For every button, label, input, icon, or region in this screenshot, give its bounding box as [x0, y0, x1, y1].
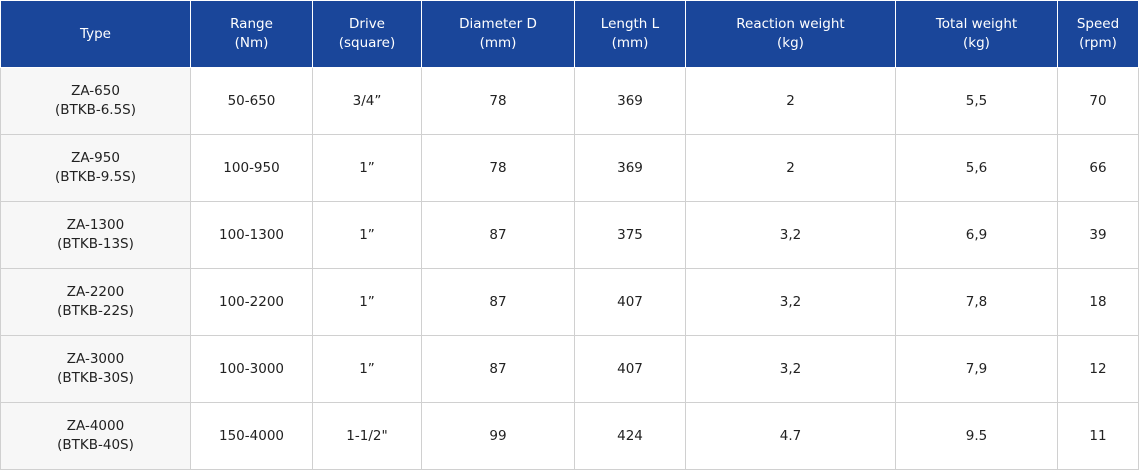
header-unit: (square) [338, 35, 396, 51]
header-drive: Drive (square) [312, 0, 422, 68]
table-header: Type Range (Nm) Drive (square) Diameter … [0, 0, 1139, 68]
header-speed: Speed (rpm) [1057, 0, 1139, 68]
table-row: ZA-4000 (BTKB-40S) 150-4000 1-1/2" 99 42… [0, 402, 1139, 470]
drive-cell: 1” [312, 201, 422, 269]
table-row: ZA-650 (BTKB-6.5S) 50-650 3/4” 78 369 2 … [0, 67, 1139, 135]
table-row: ZA-2200 (BTKB-22S) 100-2200 1” 87 407 3,… [0, 268, 1139, 336]
header-row: Type Range (Nm) Drive (square) Diameter … [0, 0, 1139, 68]
diameter-cell: 87 [421, 335, 575, 403]
reaction-weight-cell: 3,2 [685, 268, 896, 336]
table-row: ZA-3000 (BTKB-30S) 100-3000 1” 87 407 3,… [0, 335, 1139, 403]
type-cell: ZA-650 (BTKB-6.5S) [0, 67, 191, 135]
table-row: ZA-950 (BTKB-9.5S) 100-950 1” 78 369 2 5… [0, 134, 1139, 202]
type-cell: ZA-1300 (BTKB-13S) [0, 201, 191, 269]
header-unit: (mm) [611, 35, 649, 51]
range-cell: 100-3000 [190, 335, 313, 403]
length-cell: 424 [574, 402, 686, 470]
range-cell: 100-950 [190, 134, 313, 202]
speed-cell: 39 [1057, 201, 1139, 269]
reaction-weight-cell: 3,2 [685, 335, 896, 403]
header-label: Total weight [935, 16, 1018, 32]
header-unit: (Nm) [234, 35, 269, 51]
drive-cell: 1” [312, 268, 422, 336]
reaction-weight-cell: 2 [685, 134, 896, 202]
table-body: ZA-650 (BTKB-6.5S) 50-650 3/4” 78 369 2 … [0, 67, 1139, 470]
header-length: Length L (mm) [574, 0, 686, 68]
speed-cell: 70 [1057, 67, 1139, 135]
header-unit: (kg) [777, 35, 804, 51]
speed-cell: 11 [1057, 402, 1139, 470]
header-label: Drive [349, 16, 385, 32]
speed-cell: 18 [1057, 268, 1139, 336]
drive-cell: 1” [312, 134, 422, 202]
header-unit: (kg) [963, 35, 990, 51]
header-total-weight: Total weight (kg) [895, 0, 1058, 68]
total-weight-cell: 5,5 [895, 67, 1058, 135]
type-name: ZA-650 [71, 83, 120, 99]
diameter-cell: 78 [421, 134, 575, 202]
diameter-cell: 78 [421, 67, 575, 135]
header-range: Range (Nm) [190, 0, 313, 68]
type-cell: ZA-2200 (BTKB-22S) [0, 268, 191, 336]
drive-cell: 1” [312, 335, 422, 403]
length-cell: 369 [574, 134, 686, 202]
header-unit: (rpm) [1079, 35, 1117, 51]
header-label: Type [79, 25, 111, 42]
diameter-cell: 87 [421, 268, 575, 336]
length-cell: 407 [574, 268, 686, 336]
type-name: ZA-2200 [66, 284, 125, 300]
length-cell: 375 [574, 201, 686, 269]
model-code: (BTKB-6.5S) [54, 102, 137, 118]
drive-cell: 3/4” [312, 67, 422, 135]
header-diameter: Diameter D (mm) [421, 0, 575, 68]
header-label: Range [230, 16, 273, 32]
range-cell: 50-650 [190, 67, 313, 135]
model-code: (BTKB-9.5S) [54, 169, 137, 185]
total-weight-cell: 6,9 [895, 201, 1058, 269]
type-name: ZA-950 [71, 150, 120, 166]
header-type: Type [0, 0, 191, 68]
table-row: ZA-1300 (BTKB-13S) 100-1300 1” 87 375 3,… [0, 201, 1139, 269]
type-cell: ZA-3000 (BTKB-30S) [0, 335, 191, 403]
model-code: (BTKB-40S) [57, 437, 134, 453]
total-weight-cell: 9.5 [895, 402, 1058, 470]
header-label: Diameter D [459, 16, 537, 32]
length-cell: 407 [574, 335, 686, 403]
total-weight-cell: 5,6 [895, 134, 1058, 202]
model-code: (BTKB-13S) [57, 236, 134, 252]
type-name: ZA-4000 [66, 418, 125, 434]
total-weight-cell: 7,8 [895, 268, 1058, 336]
range-cell: 100-1300 [190, 201, 313, 269]
type-name: ZA-1300 [66, 217, 125, 233]
header-label: Length L [600, 16, 660, 32]
diameter-cell: 87 [421, 201, 575, 269]
model-code: (BTKB-22S) [57, 303, 134, 319]
speed-cell: 12 [1057, 335, 1139, 403]
header-reaction-weight: Reaction weight (kg) [685, 0, 896, 68]
reaction-weight-cell: 3,2 [685, 201, 896, 269]
header-label: Speed [1076, 16, 1120, 32]
header-label: Reaction weight [736, 16, 845, 32]
diameter-cell: 99 [421, 402, 575, 470]
drive-cell: 1-1/2" [312, 402, 422, 470]
header-unit: (mm) [479, 35, 517, 51]
reaction-weight-cell: 2 [685, 67, 896, 135]
range-cell: 150-4000 [190, 402, 313, 470]
type-cell: ZA-950 (BTKB-9.5S) [0, 134, 191, 202]
speed-cell: 66 [1057, 134, 1139, 202]
type-name: ZA-3000 [66, 351, 125, 367]
reaction-weight-cell: 4.7 [685, 402, 896, 470]
model-code: (BTKB-30S) [57, 370, 134, 386]
total-weight-cell: 7,9 [895, 335, 1058, 403]
length-cell: 369 [574, 67, 686, 135]
type-cell: ZA-4000 (BTKB-40S) [0, 402, 191, 470]
range-cell: 100-2200 [190, 268, 313, 336]
